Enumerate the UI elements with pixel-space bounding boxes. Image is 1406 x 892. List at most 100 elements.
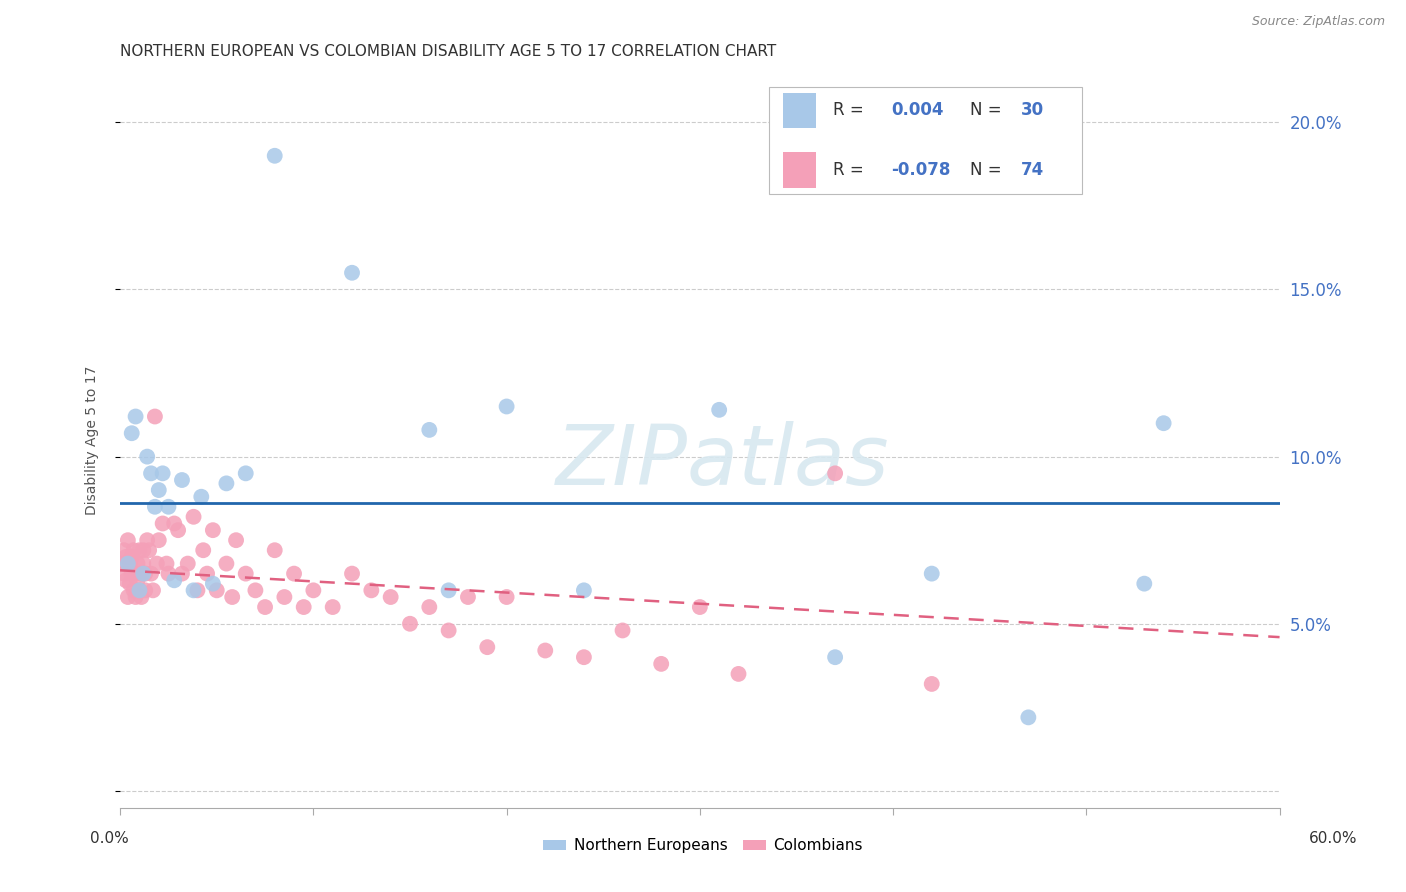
- Point: [457, 590, 479, 604]
- Point: [399, 616, 422, 631]
- Point: [139, 467, 162, 481]
- Point: [263, 149, 285, 163]
- Point: [340, 266, 363, 280]
- Point: [155, 557, 177, 571]
- Point: [283, 566, 305, 581]
- Point: [215, 476, 238, 491]
- Point: [495, 590, 517, 604]
- Text: N =: N =: [970, 102, 1007, 120]
- Point: [143, 409, 166, 424]
- Point: [132, 557, 155, 571]
- Point: [128, 543, 150, 558]
- Point: [157, 500, 180, 514]
- Text: 74: 74: [1021, 161, 1045, 179]
- Point: [122, 583, 145, 598]
- Point: [215, 557, 238, 571]
- Point: [201, 523, 224, 537]
- Point: [235, 467, 257, 481]
- FancyBboxPatch shape: [783, 93, 815, 128]
- Legend: Northern Europeans, Colombians: Northern Europeans, Colombians: [537, 832, 869, 859]
- Point: [418, 423, 440, 437]
- Point: [254, 600, 277, 615]
- Point: [495, 400, 517, 414]
- Point: [824, 467, 846, 481]
- Point: [121, 426, 143, 441]
- Text: R =: R =: [834, 161, 869, 179]
- Point: [921, 566, 943, 581]
- Point: [128, 583, 150, 598]
- Point: [148, 483, 170, 497]
- Point: [127, 557, 149, 571]
- Text: NORTHERN EUROPEAN VS COLOMBIAN DISABILITY AGE 5 TO 17 CORRELATION CHART: NORTHERN EUROPEAN VS COLOMBIAN DISABILIT…: [120, 44, 776, 59]
- Point: [134, 566, 156, 581]
- Point: [534, 643, 557, 657]
- Point: [727, 666, 749, 681]
- Point: [689, 600, 711, 615]
- Point: [824, 650, 846, 665]
- Point: [115, 549, 138, 564]
- Point: [157, 566, 180, 581]
- Point: [1153, 416, 1175, 430]
- Point: [183, 509, 205, 524]
- Point: [477, 640, 499, 655]
- Point: [322, 600, 344, 615]
- Point: [122, 543, 145, 558]
- Text: N =: N =: [970, 161, 1007, 179]
- Point: [245, 583, 267, 598]
- Point: [131, 566, 153, 581]
- FancyBboxPatch shape: [769, 87, 1083, 194]
- Point: [225, 533, 247, 548]
- Point: [190, 490, 212, 504]
- Point: [170, 473, 193, 487]
- Point: [118, 557, 141, 571]
- FancyBboxPatch shape: [783, 153, 815, 187]
- Y-axis label: Disability Age 5 to 17: Disability Age 5 to 17: [86, 365, 100, 515]
- Point: [121, 549, 143, 564]
- Point: [163, 516, 186, 531]
- Point: [132, 566, 155, 581]
- Point: [205, 583, 228, 598]
- Point: [650, 657, 672, 671]
- Point: [124, 590, 146, 604]
- Point: [302, 583, 325, 598]
- Point: [612, 624, 634, 638]
- Point: [572, 583, 595, 598]
- Text: 60.0%: 60.0%: [1309, 831, 1357, 846]
- Point: [235, 566, 257, 581]
- Point: [709, 402, 731, 417]
- Point: [340, 566, 363, 581]
- Text: 0.004: 0.004: [891, 102, 943, 120]
- Point: [437, 624, 460, 638]
- Point: [418, 600, 440, 615]
- Point: [183, 583, 205, 598]
- Point: [117, 533, 139, 548]
- Point: [193, 543, 215, 558]
- Point: [136, 533, 159, 548]
- Point: [177, 557, 200, 571]
- Point: [186, 583, 208, 598]
- Point: [163, 574, 186, 588]
- Point: [117, 557, 139, 571]
- Point: [263, 543, 285, 558]
- Point: [112, 543, 135, 558]
- Text: ZIPatlas: ZIPatlas: [557, 422, 890, 502]
- Point: [124, 409, 146, 424]
- Point: [139, 566, 162, 581]
- Point: [143, 500, 166, 514]
- Point: [572, 650, 595, 665]
- Point: [170, 566, 193, 581]
- Point: [1017, 710, 1039, 724]
- Point: [437, 583, 460, 598]
- Point: [380, 590, 402, 604]
- Point: [138, 543, 160, 558]
- Point: [1133, 576, 1156, 591]
- Text: R =: R =: [834, 102, 869, 120]
- Point: [273, 590, 295, 604]
- Point: [131, 590, 153, 604]
- Point: [136, 450, 159, 464]
- Point: [195, 566, 218, 581]
- Point: [221, 590, 243, 604]
- Point: [134, 583, 156, 598]
- Point: [167, 523, 190, 537]
- Text: -0.078: -0.078: [891, 161, 950, 179]
